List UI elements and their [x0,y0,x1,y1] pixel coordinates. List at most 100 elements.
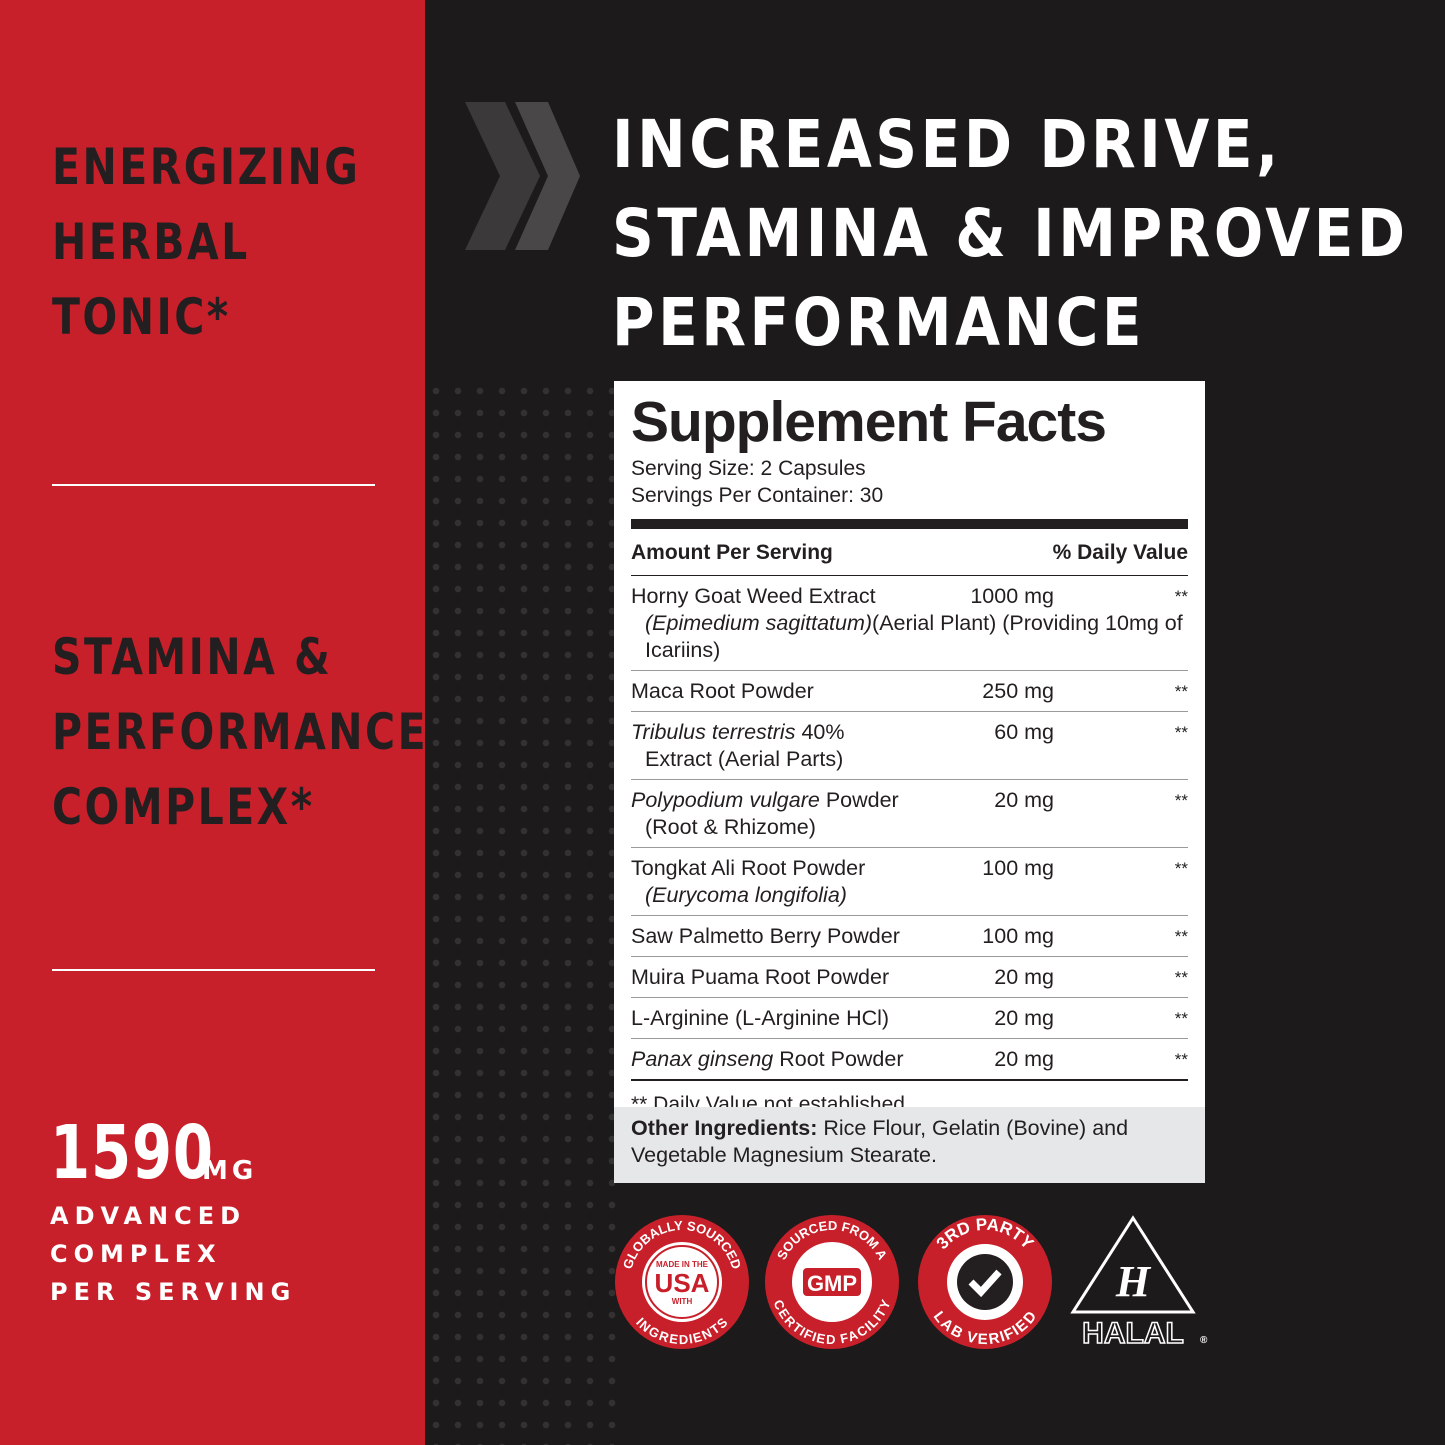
left-block-2: STAMINA & PERFORMANCE COMPLEX* [52,620,428,845]
row-line: Saw Palmetto Berry Powder 100 mg ** [631,923,1188,950]
daily-value: ** [1174,1009,1188,1028]
badge-small: MADE IN THE [656,1260,709,1269]
halal-reg: ® [1200,1335,1208,1346]
facts-row: Horny Goat Weed Extract 1000 mg ** (Epimedi… [631,576,1188,671]
amount: 100 mg [982,856,1054,880]
ingredient-name: Saw Palmetto Berry Powder [631,923,946,950]
halal-mark: H [1115,1257,1152,1306]
other-text: Rice Flour, Gelatin (Bovine) and Vegetab… [631,1116,1129,1167]
servings-per-container: Servings Per Container: 30 [631,484,884,507]
headline-line: PERFORMANCE [612,284,1146,361]
facts-header: Amount Per Serving % Daily Value [631,535,1188,576]
dose-number: 1590 [50,1110,214,1196]
daily-value: ** [1174,682,1188,701]
ingredient-text: Polypodium vulgare [631,788,820,812]
amount: 250 mg [982,679,1054,703]
ingredient-text: 40% [795,720,845,744]
other-ingredients: Other Ingredients: Rice Flour, Gelatin (… [614,1107,1205,1183]
dot-pattern [425,380,625,1445]
ingredient-name: Tribulus terrestris 40% [631,719,946,746]
amount: 100 mg [982,924,1054,948]
amount: 1000 mg [970,584,1054,608]
facts-row: Saw Palmetto Berry Powder 100 mg ** [631,916,1188,957]
ingredient-text: Horny Goat Weed Extract [631,584,876,608]
facts-row: Maca Root Powder 250 mg ** [631,671,1188,712]
dose-block: 1590 MG ADVANCED COMPLEX PER SERVING [50,1110,296,1310]
ingredient-name: Muira Puama Root Powder [631,964,946,991]
ingredient-text: (Eurycoma longifolia) [645,883,847,907]
row-line: Maca Root Powder 250 mg ** [631,678,1188,705]
dose-line: COMPLEX [50,1240,222,1268]
facts-row: Tribulus terrestris 40% 60 mg ** Extract (A… [631,712,1188,780]
other-label: Other Ingredients: [631,1116,818,1140]
ingredient-text: Root Powder [773,1047,904,1071]
daily-value: ** [1174,791,1188,810]
left-line: TONIC* [52,288,231,346]
separator [52,969,375,971]
amount: 20 mg [994,1006,1054,1030]
ingredient-name: Polypodium vulgare Powder [631,787,946,814]
row-line: Panax ginseng Root Powder 20 mg ** [631,1046,1188,1073]
left-line: STAMINA & [52,628,333,686]
facts-row: Muira Puama Root Powder 20 mg ** [631,957,1188,998]
daily-value: ** [1174,859,1188,878]
facts-row: L-Arginine (L-Arginine HCl) 20 mg ** [631,998,1188,1039]
facts-row: Polypodium vulgare Powder 20 mg ** (Root & … [631,780,1188,848]
serving-size: Serving Size: 2 Capsules [631,457,866,480]
halal-text: HALAL [1082,1317,1184,1350]
row-line: L-Arginine (L-Arginine HCl) 20 mg ** [631,1005,1188,1032]
dose-unit: MG [202,1156,258,1186]
dose-line: PER SERVING [50,1278,297,1306]
gmp-badge: SOURCED FROM A CERTIFIED FACILITY GMP [765,1215,899,1349]
ingredient-detail: Extract (Aerial Parts) [631,746,1188,773]
ingredient-detail: (Root & Rhizome) [631,814,1188,841]
amount-header: Amount Per Serving [631,541,833,564]
ingredient-text: Extract (Aerial Parts) [645,747,844,771]
ingredient-text: Saw Palmetto Berry Powder [631,924,900,948]
dose-line: ADVANCED [50,1202,247,1230]
row-line: Polypodium vulgare Powder 20 mg ** [631,787,1188,814]
daily-value: ** [1174,968,1188,987]
ingredient-text: Muira Puama Root Powder [631,965,890,989]
left-line: COMPLEX* [52,778,315,836]
amount: 20 mg [994,965,1054,989]
facts-panel: Supplement Facts Serving Size: 2 Capsule… [614,381,1205,1183]
facts-rows: Horny Goat Weed Extract 1000 mg ** (Epimedi… [631,576,1188,1081]
ingredient-name: Tongkat Ali Root Powder [631,855,946,882]
separator [52,484,375,486]
headline-line: STAMINA & IMPROVED [612,195,1409,272]
daily-value: ** [1174,1050,1188,1069]
headline: INCREASED DRIVE, STAMINA & IMPROVED PERF… [612,100,1409,367]
amount: 20 mg [994,1047,1054,1071]
daily-value: ** [1174,587,1188,606]
row-line: Tongkat Ali Root Powder 100 mg ** [631,855,1188,882]
badges: GLOBALLY SOURCED INGREDIENTS MADE IN THE… [615,1215,1208,1351]
row-line: Horny Goat Weed Extract 1000 mg ** [631,583,1188,610]
daily-value: ** [1174,723,1188,742]
thick-rule [631,519,1188,529]
usa-badge: GLOBALLY SOURCED INGREDIENTS MADE IN THE… [615,1215,749,1349]
left-line: HERBAL [52,213,250,271]
ingredient-name: Panax ginseng Root Powder [631,1046,946,1073]
amount: 60 mg [994,720,1054,744]
row-line: Tribulus terrestris 40% 60 mg ** [631,719,1188,746]
ingredient-text: Tongkat Ali Root Powder [631,856,866,880]
left-line: ENERGIZING [52,138,361,196]
facts-row: Panax ginseng Root Powder 20 mg ** [631,1039,1188,1081]
halal-badge: H HALAL ® [1070,1215,1208,1351]
ingredient-name: Maca Root Powder [631,678,946,705]
ingredient-detail: (Epimedium sagittatum)(Aerial Plant) (Pr… [631,610,1188,664]
chevrons [465,102,580,250]
ingredient-text: Panax ginseng [631,1047,774,1071]
amount: 20 mg [994,788,1054,812]
ingredient-text: (Aerial Plant) (Providing 10mg of Icarii… [645,611,1183,662]
lab-badge: 3RD PARTY LAB VERIFIED [918,1215,1052,1349]
row-line: Muira Puama Root Powder 20 mg ** [631,964,1188,991]
headline-line: INCREASED DRIVE, [612,106,1282,183]
left-line: PERFORMANCE [52,703,429,761]
badge-big: USA [655,1268,710,1298]
ingredient-name: Horny Goat Weed Extract [631,583,946,610]
ingredient-text: Tribulus terrestris [631,720,796,744]
red-panel [0,0,425,1445]
